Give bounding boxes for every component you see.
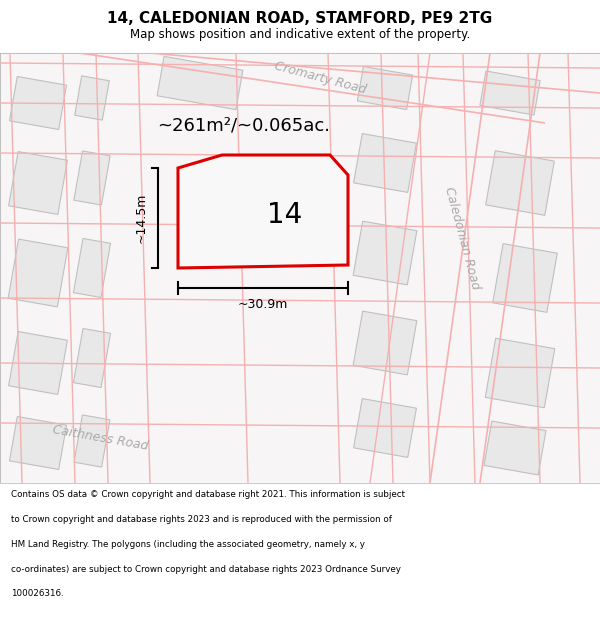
Text: 100026316.: 100026316. xyxy=(11,589,64,599)
Polygon shape xyxy=(75,76,109,120)
Text: 14, CALEDONIAN ROAD, STAMFORD, PE9 2TG: 14, CALEDONIAN ROAD, STAMFORD, PE9 2TG xyxy=(107,11,493,26)
Text: Map shows position and indicative extent of the property.: Map shows position and indicative extent… xyxy=(130,28,470,41)
Polygon shape xyxy=(480,71,540,115)
Polygon shape xyxy=(208,170,282,236)
Polygon shape xyxy=(10,76,67,129)
Polygon shape xyxy=(73,239,110,298)
Text: ~14.5m: ~14.5m xyxy=(135,192,148,243)
Polygon shape xyxy=(74,151,110,205)
Text: Contains OS data © Crown copyright and database right 2021. This information is : Contains OS data © Crown copyright and d… xyxy=(11,490,405,499)
Polygon shape xyxy=(358,66,413,109)
Polygon shape xyxy=(73,329,110,388)
Text: ~261m²/~0.065ac.: ~261m²/~0.065ac. xyxy=(157,116,330,134)
Polygon shape xyxy=(485,151,554,215)
Polygon shape xyxy=(74,415,110,467)
Polygon shape xyxy=(353,311,417,375)
Text: to Crown copyright and database rights 2023 and is reproduced with the permissio: to Crown copyright and database rights 2… xyxy=(11,515,392,524)
Polygon shape xyxy=(353,399,416,458)
Text: Cromarty Road: Cromarty Road xyxy=(273,59,367,96)
Polygon shape xyxy=(484,421,546,475)
Text: ~30.9m: ~30.9m xyxy=(238,298,288,311)
Polygon shape xyxy=(353,221,417,285)
Polygon shape xyxy=(157,56,243,109)
Polygon shape xyxy=(178,155,348,268)
Text: Caledonian Road: Caledonian Road xyxy=(442,185,482,291)
Text: HM Land Registry. The polygons (including the associated geometry, namely x, y: HM Land Registry. The polygons (includin… xyxy=(11,540,365,549)
Polygon shape xyxy=(10,416,67,469)
Polygon shape xyxy=(8,152,67,214)
Polygon shape xyxy=(353,134,416,192)
Polygon shape xyxy=(8,239,68,307)
Text: 14: 14 xyxy=(268,201,302,229)
Polygon shape xyxy=(493,244,557,312)
Text: Caithness Road: Caithness Road xyxy=(51,423,149,453)
Polygon shape xyxy=(8,332,67,394)
Polygon shape xyxy=(485,338,555,408)
Text: co-ordinates) are subject to Crown copyright and database rights 2023 Ordnance S: co-ordinates) are subject to Crown copyr… xyxy=(11,564,401,574)
